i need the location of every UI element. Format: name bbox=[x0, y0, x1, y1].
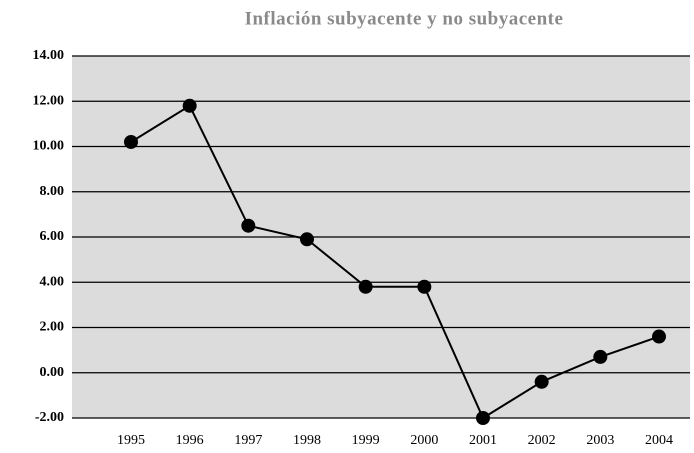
y-tick-label: -2.00 bbox=[35, 410, 64, 425]
data-point bbox=[417, 279, 432, 294]
data-point bbox=[652, 329, 666, 344]
x-tick-label: 2004 bbox=[645, 433, 673, 448]
y-tick-label: 14.00 bbox=[33, 48, 65, 63]
chart-title: Inflación subyacente y no subyacente bbox=[245, 8, 564, 29]
x-tick-label: 1999 bbox=[352, 433, 380, 448]
y-tick-label: 8.00 bbox=[40, 184, 65, 199]
x-tick-label: 1995 bbox=[117, 433, 145, 448]
y-tick-label: 6.00 bbox=[40, 229, 65, 244]
y-tick-label: 2.00 bbox=[40, 320, 65, 335]
x-tick-label: 1998 bbox=[293, 433, 321, 448]
data-point bbox=[358, 279, 373, 294]
y-tick-label: 0.00 bbox=[40, 365, 65, 380]
x-tick-label: 2000 bbox=[410, 433, 438, 448]
data-point bbox=[593, 349, 608, 364]
x-tick-label: 2002 bbox=[528, 433, 556, 448]
data-point bbox=[300, 232, 314, 247]
data-point bbox=[241, 218, 256, 233]
y-tick-label: 4.00 bbox=[40, 274, 65, 289]
x-tick-label: 1997 bbox=[234, 433, 262, 448]
x-tick-label: 2003 bbox=[586, 433, 614, 448]
x-tick-label: 2001 bbox=[469, 433, 497, 448]
x-tick-label: 1996 bbox=[176, 433, 204, 448]
series-line bbox=[130, 104, 660, 420]
y-tick-label: 12.00 bbox=[33, 93, 65, 108]
data-point bbox=[182, 98, 197, 113]
data-point bbox=[124, 134, 138, 149]
data-point bbox=[476, 411, 490, 425]
y-tick-label: 10.00 bbox=[33, 139, 65, 154]
data-point bbox=[534, 374, 549, 389]
